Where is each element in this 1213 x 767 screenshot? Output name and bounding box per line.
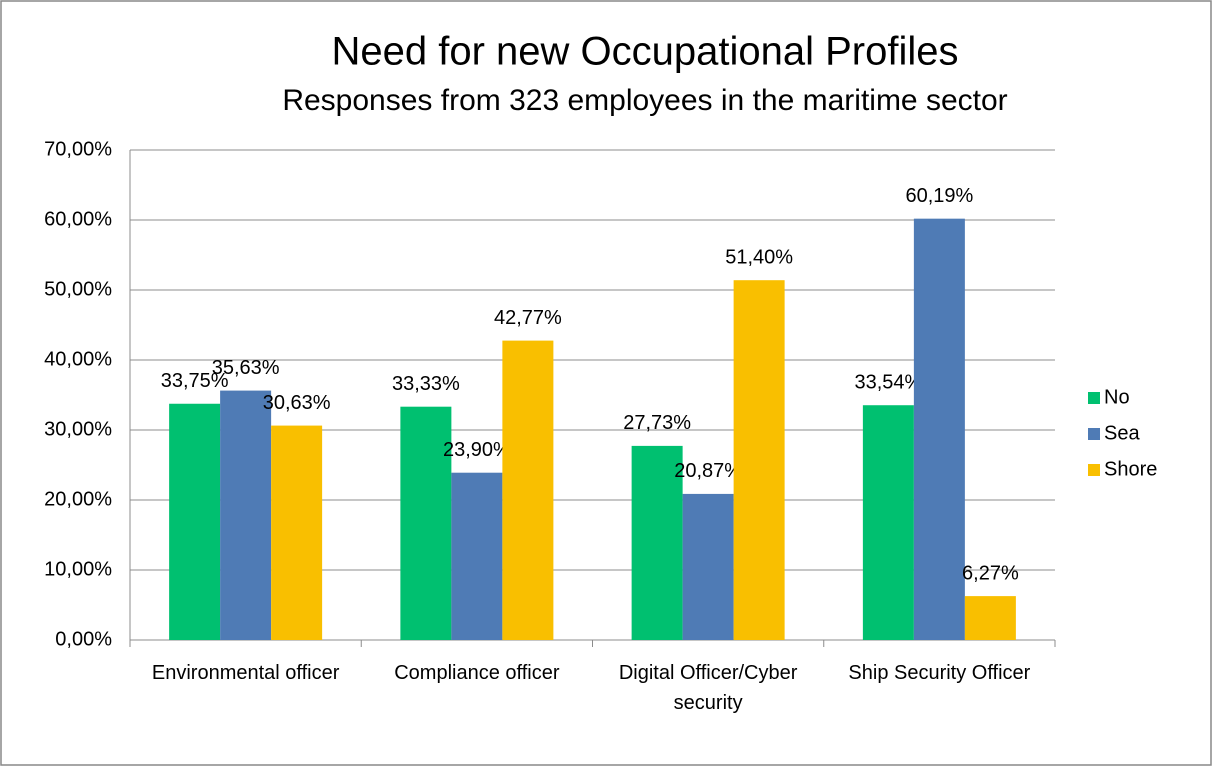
y-tick-label: 20,00% — [44, 488, 112, 510]
value-label: 20,87% — [674, 460, 742, 482]
value-label: 51,40% — [725, 246, 793, 268]
value-label: 30,63% — [263, 392, 331, 414]
value-label: 23,90% — [443, 439, 511, 461]
bar — [502, 340, 554, 640]
x-tick-label: Digital Officer/Cyber security — [619, 662, 798, 714]
bar — [169, 403, 221, 640]
y-tick-label: 60,00% — [44, 208, 112, 230]
legend-swatch — [1088, 464, 1100, 476]
legend-swatch — [1088, 428, 1100, 440]
y-tick-label: 10,00% — [44, 558, 112, 580]
bar — [400, 406, 452, 640]
value-label: 33,75% — [161, 370, 229, 392]
value-label: 35,63% — [212, 357, 280, 379]
chart-title: Need for new Occupational Profiles — [332, 30, 959, 74]
bar — [733, 280, 785, 640]
bar — [271, 425, 323, 640]
value-label: 33,33% — [392, 373, 460, 395]
legend-label: Shore — [1104, 458, 1157, 480]
bar — [862, 405, 914, 640]
bar — [631, 445, 683, 640]
bar — [220, 390, 272, 640]
legend-label: No — [1104, 386, 1130, 408]
bar — [682, 493, 734, 640]
value-label: 27,73% — [623, 412, 691, 434]
x-tick-label: Ship Security Officer — [848, 662, 1030, 684]
y-tick-label: 0,00% — [55, 628, 112, 650]
bar — [913, 218, 965, 641]
bar — [964, 596, 1016, 640]
value-label: 33,54% — [854, 372, 922, 394]
legend-label: Sea — [1104, 422, 1140, 444]
y-tick-label: 70,00% — [44, 138, 112, 160]
chart-subtitle: Responses from 323 employees in the mari… — [282, 84, 1007, 117]
value-label: 6,27% — [962, 562, 1019, 584]
y-tick-label: 40,00% — [44, 348, 112, 370]
value-label: 60,19% — [905, 185, 973, 207]
legend-swatch — [1088, 392, 1100, 404]
x-tick-label: Environmental officer — [152, 662, 340, 684]
bar — [451, 472, 503, 640]
y-tick-label: 30,00% — [44, 418, 112, 440]
x-tick-label: Compliance officer — [394, 662, 560, 684]
value-label: 42,77% — [494, 307, 562, 329]
y-tick-label: 50,00% — [44, 278, 112, 300]
